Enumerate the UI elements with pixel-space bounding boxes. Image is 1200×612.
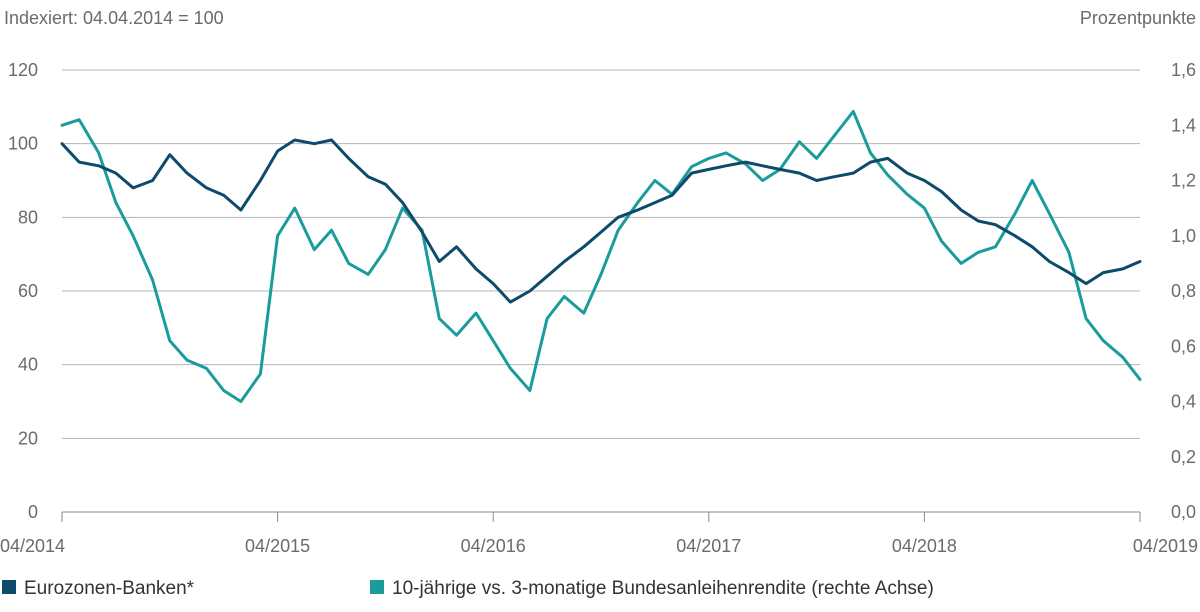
legend-swatch-yield-spread xyxy=(370,580,384,594)
x-tick-label: 04/2019 xyxy=(1133,536,1198,556)
x-tick-label: 04/2016 xyxy=(461,536,526,556)
y-right-tick-label: 0,8 xyxy=(1171,281,1196,301)
y-left-tick-label: 20 xyxy=(18,428,38,448)
y-left-tick-label: 80 xyxy=(18,207,38,227)
series-line-yield-spread xyxy=(60,109,1142,403)
gridlines xyxy=(62,69,1140,513)
y-left-tick-label: 0 xyxy=(28,502,38,522)
left-axis-title: Indexiert: 04.04.2014 = 100 xyxy=(4,8,224,28)
y-left-tick-label: 100 xyxy=(8,134,38,154)
y-right-tick-label: 0,2 xyxy=(1171,447,1196,467)
x-tick-label: 04/2017 xyxy=(676,536,741,556)
y-left-tick-label: 40 xyxy=(18,355,38,375)
right-axis-title: Prozentpunkte xyxy=(1080,8,1196,28)
legend: Eurozonen-Banken* 10-jährige vs. 3-monat… xyxy=(2,578,934,599)
x-tick-label: 04/2015 xyxy=(245,536,310,556)
y-axis-left: 0 20 40 60 80 100 120 xyxy=(8,60,38,522)
legend-swatch-banks xyxy=(2,580,16,594)
y-right-tick-label: 1,0 xyxy=(1171,226,1196,246)
y-left-tick-label: 60 xyxy=(18,281,38,301)
legend-label-banks: Eurozonen-Banken* xyxy=(24,578,195,599)
x-tick-label: 04/2018 xyxy=(892,536,957,556)
legend-label-yield-spread: 10-jährige vs. 3-monatige Bundesanleihen… xyxy=(392,578,934,599)
series-lines xyxy=(60,109,1142,403)
y-right-tick-label: 1,2 xyxy=(1171,171,1196,191)
y-right-tick-label: 0,4 xyxy=(1171,392,1196,412)
x-tick-label: 04/2014 xyxy=(0,536,65,556)
y-right-tick-label: 0,0 xyxy=(1171,502,1196,522)
y-right-tick-label: 0,6 xyxy=(1171,336,1196,356)
y-left-tick-label: 120 xyxy=(8,60,38,80)
series-line-banks xyxy=(60,138,1142,304)
x-axis: 04/2014 04/2015 04/2016 04/2017 04/2018 04/20… xyxy=(0,512,1198,556)
y-right-tick-label: 1,4 xyxy=(1171,115,1196,135)
y-right-tick-label: 1,6 xyxy=(1171,60,1196,80)
y-axis-right: 0,0 0,2 0,4 0,6 0,8 1,0 1,2 1,4 1,6 xyxy=(1171,60,1196,522)
